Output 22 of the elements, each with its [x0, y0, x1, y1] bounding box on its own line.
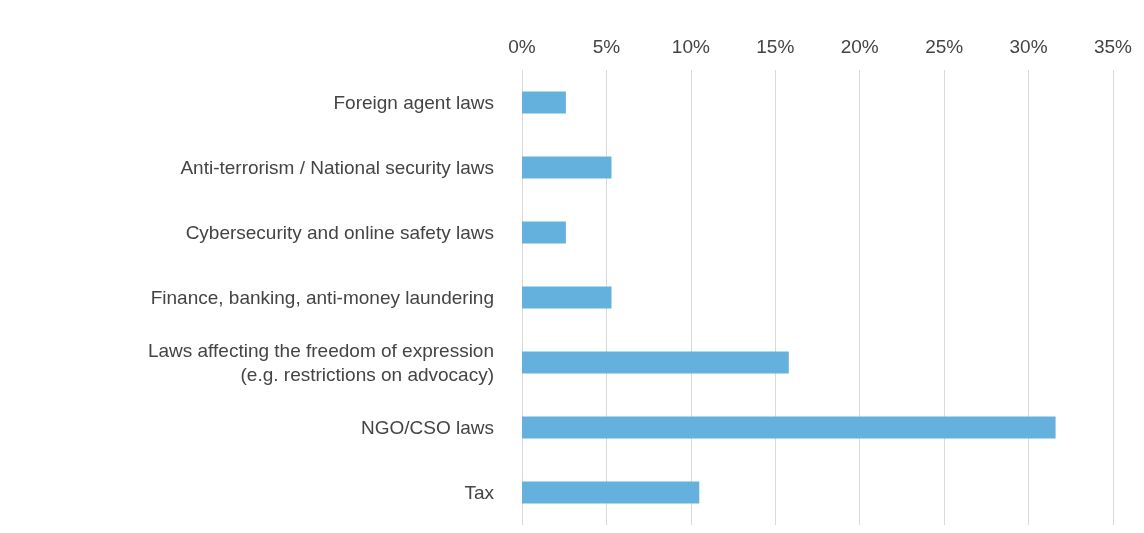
bar [522, 221, 566, 244]
x-tick-label: 10% [671, 36, 710, 57]
bar [522, 481, 700, 504]
y-tick-label: Cybersecurity and online safety laws [185, 222, 494, 243]
y-tick-label: Anti-terrorism / National security laws [180, 157, 494, 178]
x-tick-label: 20% [840, 36, 879, 57]
bar [522, 416, 1056, 439]
x-tick-label: 5% [592, 36, 621, 57]
y-tick-label: Tax [464, 482, 495, 503]
y-tick-label: Laws affecting the freedom of expression (e.g. restrictions on advocacy) [147, 340, 494, 385]
x-tick-label: 15% [756, 36, 795, 57]
bar [522, 156, 612, 179]
y-tick-label: Foreign agent laws [333, 92, 494, 113]
bar [522, 91, 566, 114]
bar [522, 351, 789, 374]
x-tick-label: 35% [1093, 36, 1133, 57]
x-tick-label: 0% [508, 36, 536, 57]
bar [522, 286, 612, 309]
x-tick-label: 25% [925, 36, 964, 57]
y-tick-label: NGO/CSO laws [360, 417, 494, 438]
y-tick-label: Finance, banking, anti-money laundering [150, 287, 494, 308]
x-tick-label: 30% [1009, 36, 1048, 57]
